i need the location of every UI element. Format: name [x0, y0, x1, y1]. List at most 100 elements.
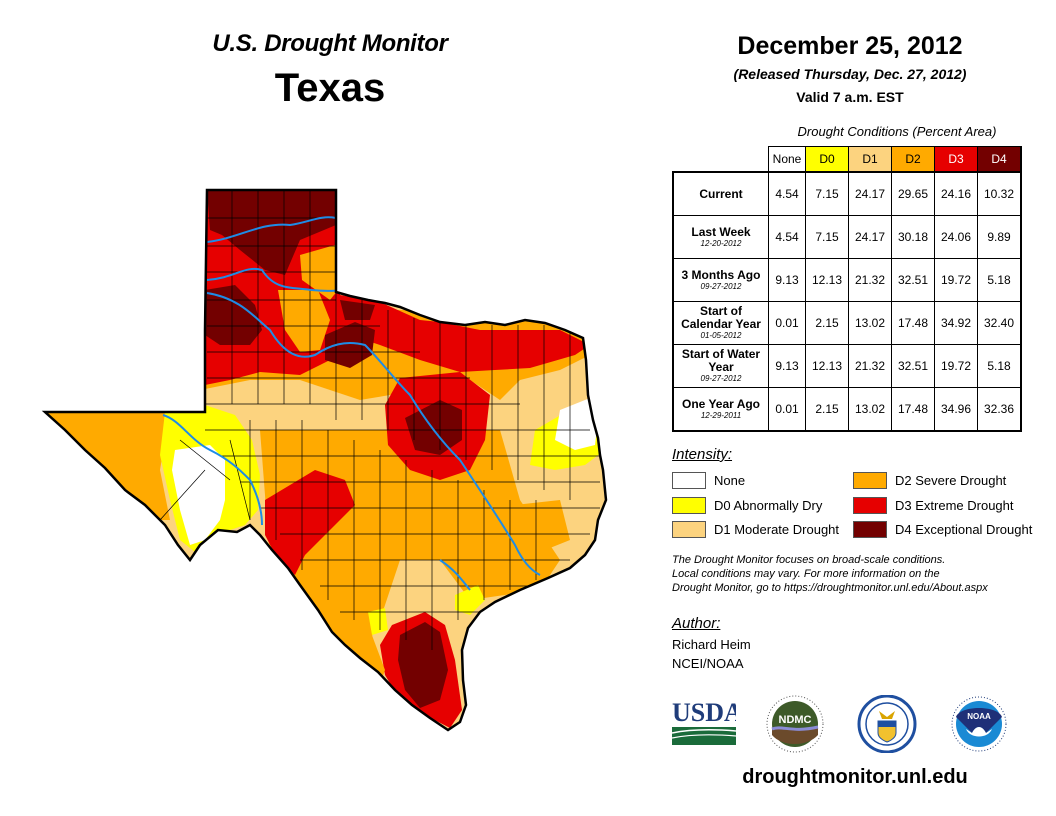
- row-date: 12-20-2012: [700, 238, 742, 248]
- cell-value: 21.32: [848, 344, 892, 388]
- table-row: One Year Ago 12-29-2011 0.01 2.15 13.02 1…: [672, 387, 1022, 432]
- cell-value: 34.96: [934, 387, 978, 432]
- row-label: 3 Months Ago 09-27-2012: [672, 258, 769, 302]
- row-label: Current: [672, 171, 769, 216]
- legend-label: D1 Moderate Drought: [714, 521, 840, 537]
- region-title: Texas: [274, 66, 386, 110]
- cell-value: 13.02: [848, 387, 892, 432]
- cell-value: 32.40: [977, 301, 1022, 345]
- legend-item-d2: D2 Severe Drought: [853, 470, 1006, 490]
- cell-value: 12.13: [805, 258, 849, 302]
- row-date: 12-29-2011: [700, 410, 742, 420]
- cell-value: 5.18: [977, 344, 1022, 388]
- map-region-d4-central: [405, 400, 462, 455]
- cell-value: 4.54: [768, 215, 806, 259]
- cell-value: 24.17: [848, 171, 892, 216]
- cell-value: 29.65: [891, 171, 935, 216]
- ndmc-logo[interactable]: NDMC: [762, 695, 828, 753]
- swatch-d3: [853, 496, 887, 514]
- cell-value: 13.02: [848, 301, 892, 345]
- disclaimer: The Drought Monitor focuses on broad-sca…: [672, 553, 1042, 595]
- row-date: 09-27-2012: [700, 281, 742, 291]
- legend-item-d3: D3 Extreme Drought: [853, 495, 1014, 515]
- ndmc-logo-text: NDMC: [779, 714, 812, 726]
- disclaimer-line: Local conditions may vary. For more info…: [672, 568, 940, 580]
- table-corner: [673, 147, 769, 173]
- cell-value: 24.06: [934, 215, 978, 259]
- author-heading: Author:: [672, 615, 721, 632]
- row-label: Start of Calendar Year 01-05-2012: [672, 301, 769, 345]
- col-header-d3: D3: [934, 146, 978, 173]
- table-row: Start of Water Year 09-27-2012 9.13 12.13…: [672, 344, 1022, 388]
- cell-value: 0.01: [768, 387, 806, 432]
- map-region-d4-panhandle-north: [207, 190, 336, 275]
- cell-value: 21.32: [848, 258, 892, 302]
- legend-item-d1: D1 Moderate Drought: [672, 519, 839, 539]
- row-label: Last Week 12-20-2012: [672, 215, 769, 259]
- cell-value: 32.51: [891, 258, 935, 302]
- cell-value: 30.18: [891, 215, 935, 259]
- legend-label: D2 Severe Drought: [895, 472, 1007, 488]
- cell-value: 17.48: [891, 387, 935, 432]
- col-header-d0: D0: [805, 146, 849, 173]
- cell-value: 24.16: [934, 171, 978, 216]
- col-header-d2: D2: [891, 146, 935, 173]
- cell-value: 19.72: [934, 344, 978, 388]
- legend-item-d0: D0 Abnormally Dry: [672, 495, 822, 515]
- river-colorado: [439, 559, 471, 591]
- river-red-fork: [206, 267, 340, 292]
- swatch-d4: [853, 520, 887, 538]
- river-brazos: [206, 292, 541, 576]
- map-region-d2-panhandle-pocket: [300, 245, 338, 300]
- cell-value: 2.15: [805, 387, 849, 432]
- usda-logo-text: USDA: [672, 698, 736, 727]
- map-region-d4-panhandle-east: [325, 322, 375, 368]
- release-date: (Released Thursday, Dec. 27, 2012): [733, 66, 967, 82]
- map-region-d0-coast: [455, 585, 485, 615]
- cell-value: 24.17: [848, 215, 892, 259]
- table-row: 3 Months Ago 09-27-2012 9.13 12.13 21.32 …: [672, 258, 1022, 302]
- river-canadian: [206, 216, 337, 243]
- table-row: Last Week 12-20-2012 4.54 7.15 24.17 30.1…: [672, 215, 1022, 259]
- cell-value: 12.13: [805, 344, 849, 388]
- cell-value: 19.72: [934, 258, 978, 302]
- cell-value: 7.15: [805, 171, 849, 216]
- swatch-d1: [672, 520, 706, 538]
- row-date: 01-05-2012: [700, 331, 742, 340]
- legend-label: D0 Abnormally Dry: [714, 497, 823, 513]
- usda-logo[interactable]: USDA: [672, 695, 736, 745]
- product-title: U.S. Drought Monitor: [212, 30, 448, 57]
- table-row: Start of Calendar Year 01-05-2012 0.01 2.…: [672, 301, 1022, 345]
- cell-value: 7.15: [805, 215, 849, 259]
- cell-value: 17.48: [891, 301, 935, 345]
- county-boundaries: [159, 190, 600, 650]
- map-region-d0-south: [368, 608, 388, 635]
- legend-title: Intensity:: [672, 446, 733, 463]
- cell-value: 9.89: [977, 215, 1022, 259]
- legend-item-none: None: [672, 470, 745, 490]
- cell-value: 2.15: [805, 301, 849, 345]
- col-header-none: None: [768, 146, 806, 173]
- row-label: One Year Ago 12-29-2011: [672, 387, 769, 432]
- cell-value: 9.13: [768, 344, 806, 388]
- commerce-seal-logo[interactable]: [854, 695, 920, 753]
- valid-time: Valid 7 a.m. EST: [796, 89, 904, 105]
- valid-date: December 25, 2012: [737, 32, 963, 60]
- website-link[interactable]: droughtmonitor.unl.edu: [742, 766, 968, 788]
- legend-item-d4: D4 Exceptional Drought: [853, 519, 1032, 539]
- swatch-d2: [853, 471, 887, 489]
- disclaimer-line[interactable]: Drought Monitor, go to https://droughtmo…: [672, 582, 988, 594]
- table-row: Current 4.54 7.15 24.17 29.65 24.16 10.3…: [672, 171, 1022, 216]
- rivers: [162, 216, 541, 591]
- author-org: NCEI/NOAA: [672, 656, 744, 671]
- disclaimer-line: The Drought Monitor focuses on broad-sca…: [672, 554, 946, 566]
- cell-value: 10.32: [977, 171, 1022, 216]
- table-caption: Drought Conditions (Percent Area): [797, 124, 997, 139]
- legend-label: D4 Exceptional Drought: [895, 521, 1033, 537]
- cell-value: 5.18: [977, 258, 1022, 302]
- map-region-d4-south: [398, 622, 448, 708]
- map-region-d4-north: [340, 300, 375, 320]
- noaa-logo[interactable]: NOAA: [948, 695, 1010, 753]
- cell-value: 4.54: [768, 171, 806, 216]
- cell-value: 32.51: [891, 344, 935, 388]
